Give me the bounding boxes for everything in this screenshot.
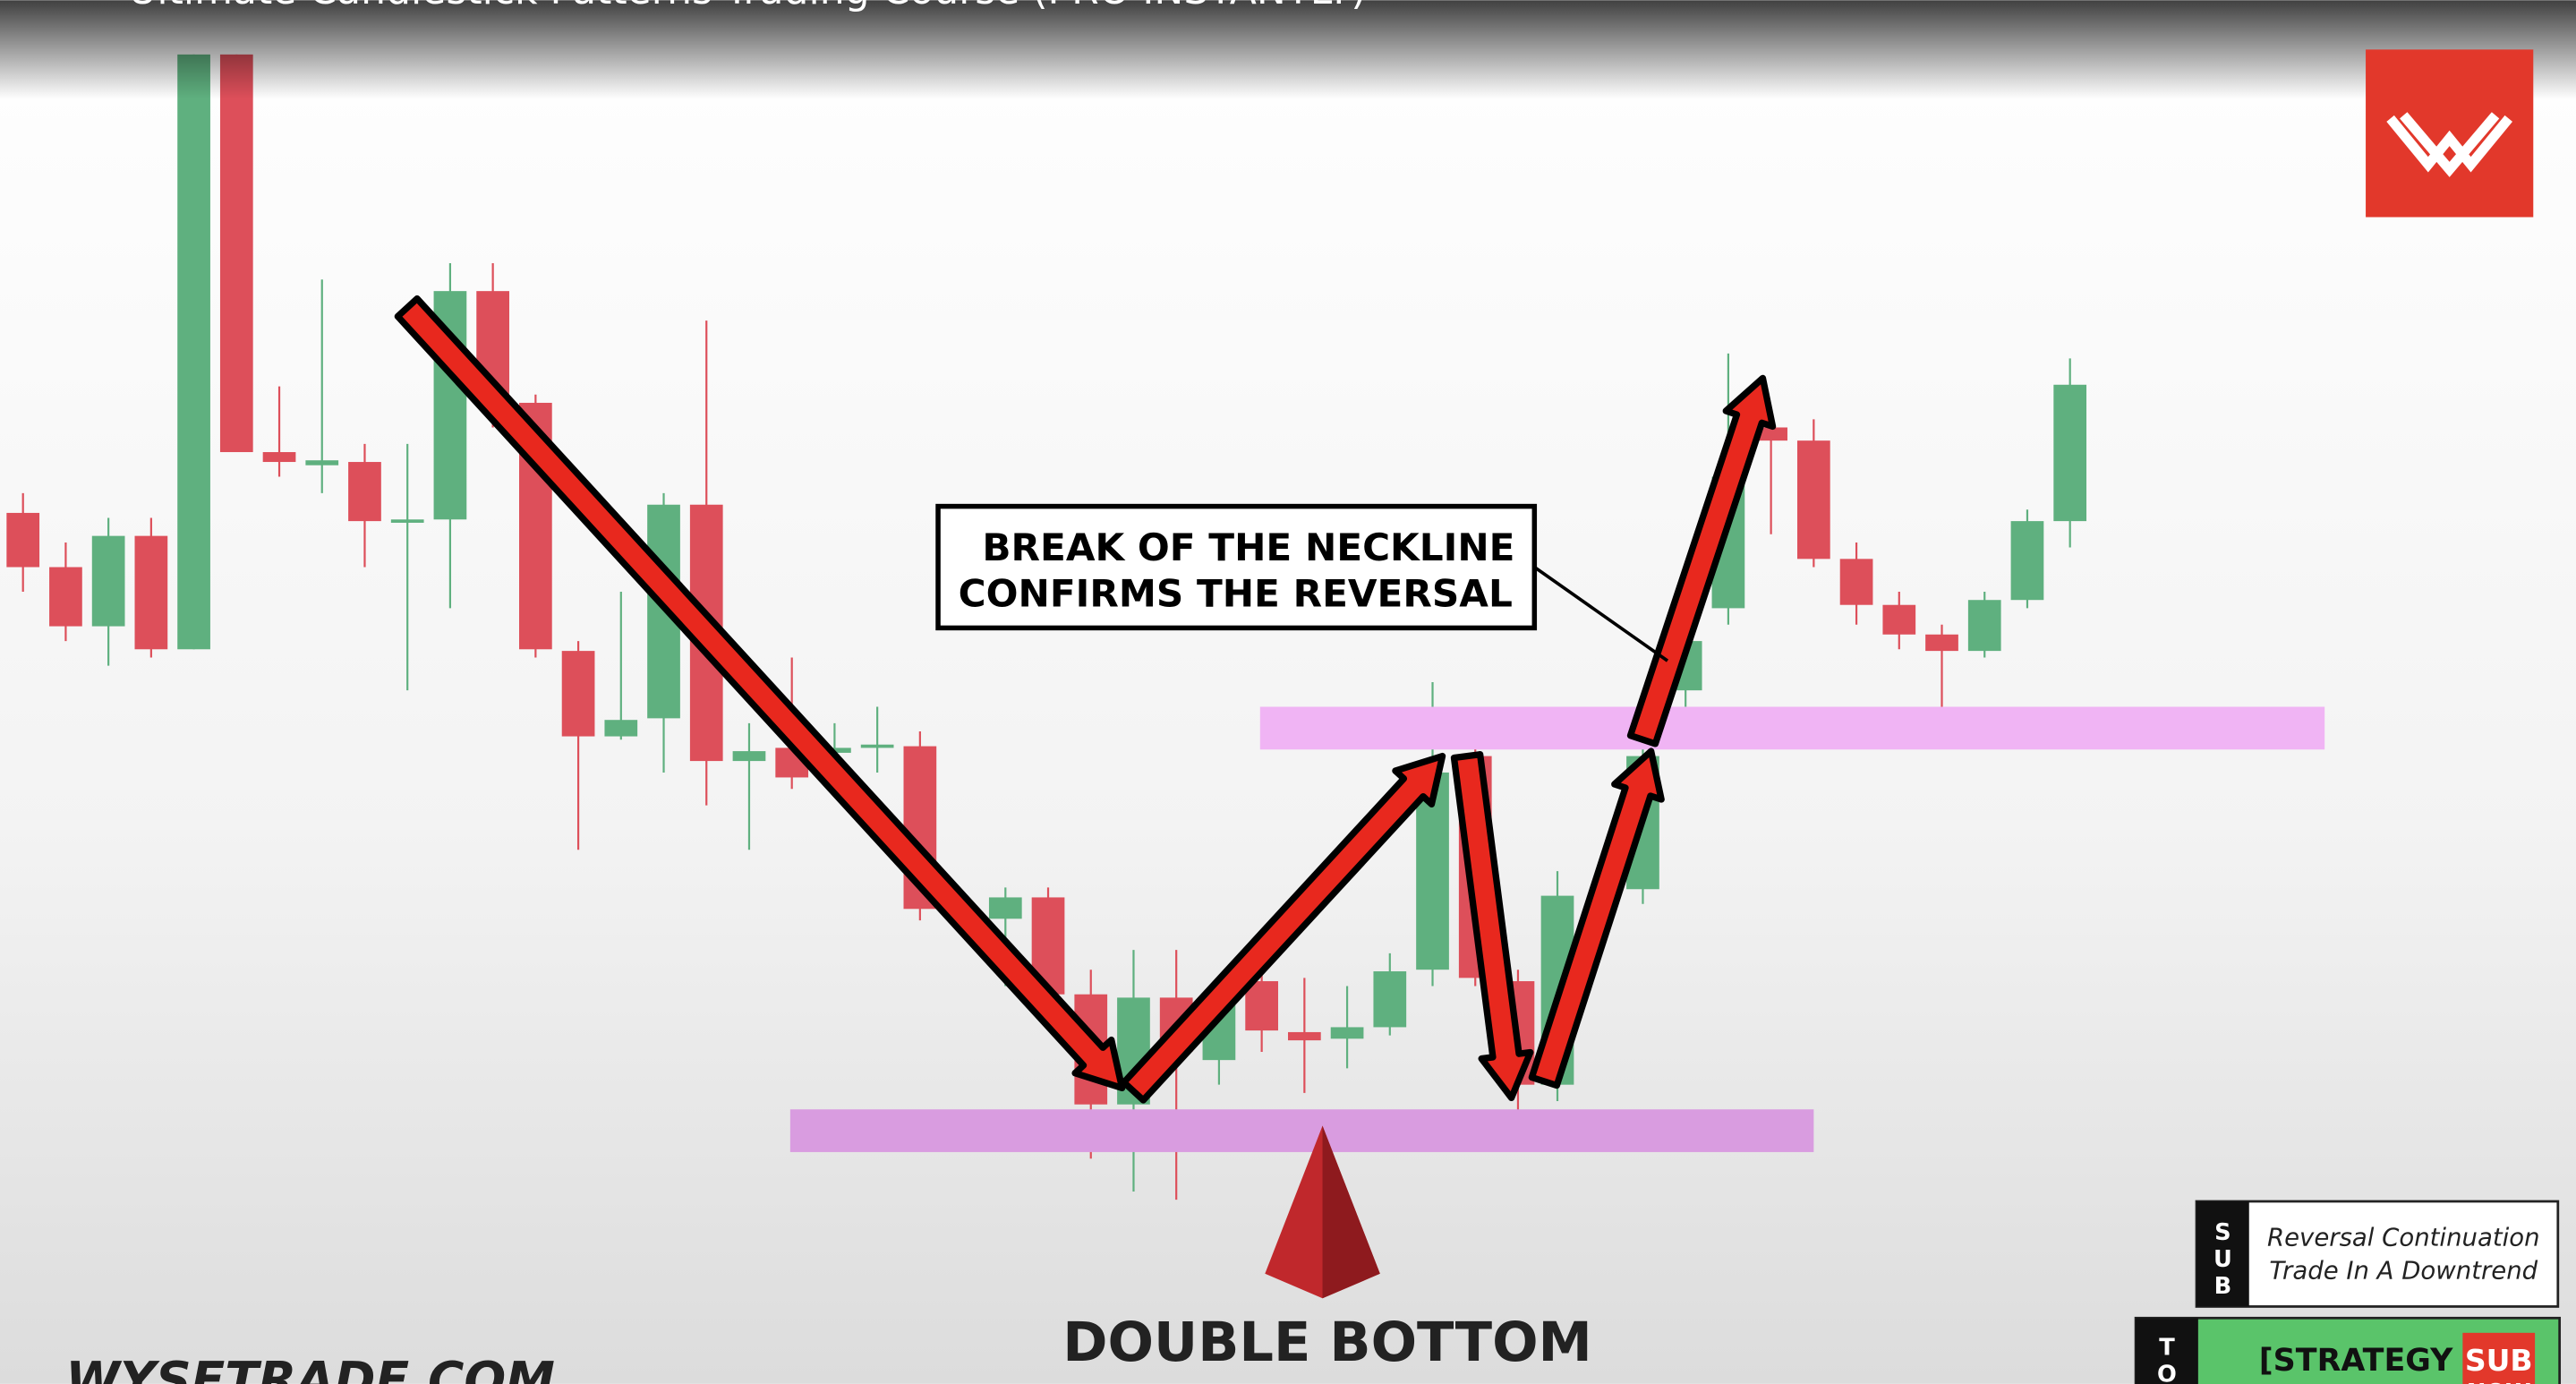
- pointer-shade: [1322, 1125, 1380, 1299]
- candle-body: [1330, 1027, 1364, 1039]
- end-card-tag-bg: [2196, 1200, 2249, 1307]
- candle-body: [1882, 604, 1916, 635]
- end-card[interactable]: [2195, 1200, 2560, 1308]
- callout-box: [935, 503, 1538, 631]
- neckline-band: [1259, 706, 2325, 750]
- arrow: [1450, 751, 1534, 1102]
- candle-body: [1245, 981, 1278, 1031]
- candle-body: [262, 452, 296, 463]
- candle-body: [177, 54, 210, 650]
- callout-text: BREAK OF THE NECKLINE: [982, 525, 1514, 569]
- candle-body: [1754, 427, 1787, 441]
- callout-text: CONFIRMS THE REVERSAL: [959, 572, 1513, 616]
- end-card-badge: SUB: [2465, 1343, 2533, 1378]
- end-card-text: [STRATEGY: [2259, 1343, 2453, 1379]
- end-card-badge-bg: [2462, 1332, 2536, 1384]
- candle-body: [6, 512, 40, 568]
- candle-body: [988, 897, 1022, 919]
- candle-body: [305, 460, 339, 466]
- pattern-label: DOUBLE BOTTOM: [1062, 1311, 1592, 1374]
- logo-mark: [2386, 112, 2513, 177]
- end-card-tag: TOP: [2154, 1335, 2180, 1384]
- arrow: [394, 295, 1126, 1092]
- arrow: [1120, 752, 1446, 1104]
- candle-body: [1796, 440, 1830, 560]
- candle-body: [604, 720, 638, 737]
- arrow: [1626, 374, 1777, 748]
- end-card-text: Trade In A Downtrend: [2269, 1256, 2538, 1285]
- arrows: [394, 295, 1777, 1104]
- candle-body: [2053, 384, 2087, 522]
- video-title[interactable]: Ultimate Candlestick Patterns Trading Co…: [128, 0, 1366, 13]
- candle-body: [1288, 1031, 1321, 1041]
- watermark: WYSETRADE.COM: [65, 1351, 555, 1384]
- candle-body: [1373, 971, 1407, 1028]
- end-card-tag: SUB: [2209, 1219, 2236, 1300]
- candle-body: [732, 751, 766, 762]
- candle-body: [1967, 600, 2001, 652]
- candle-body: [2010, 521, 2044, 601]
- end-card-text: Reversal Continuation: [2267, 1224, 2540, 1252]
- candle-body: [91, 535, 125, 627]
- candle-body: [219, 54, 253, 453]
- support-band: [789, 1109, 1814, 1152]
- candle-body: [1839, 559, 1873, 605]
- candle-body: [1925, 634, 1958, 652]
- title-shade: [0, 0, 2576, 99]
- candle-body: [49, 567, 82, 627]
- end-card-tag-bg: [2136, 1318, 2198, 1384]
- candle-body: [134, 535, 168, 650]
- candle-body: [348, 462, 381, 522]
- arrow: [1528, 748, 1665, 1089]
- candle-body: [390, 519, 424, 523]
- candle-body: [561, 651, 595, 737]
- candle-body: [860, 744, 894, 748]
- callout-line: [1533, 566, 1669, 662]
- end-card-badge-extra: NOW: [2467, 1380, 2531, 1384]
